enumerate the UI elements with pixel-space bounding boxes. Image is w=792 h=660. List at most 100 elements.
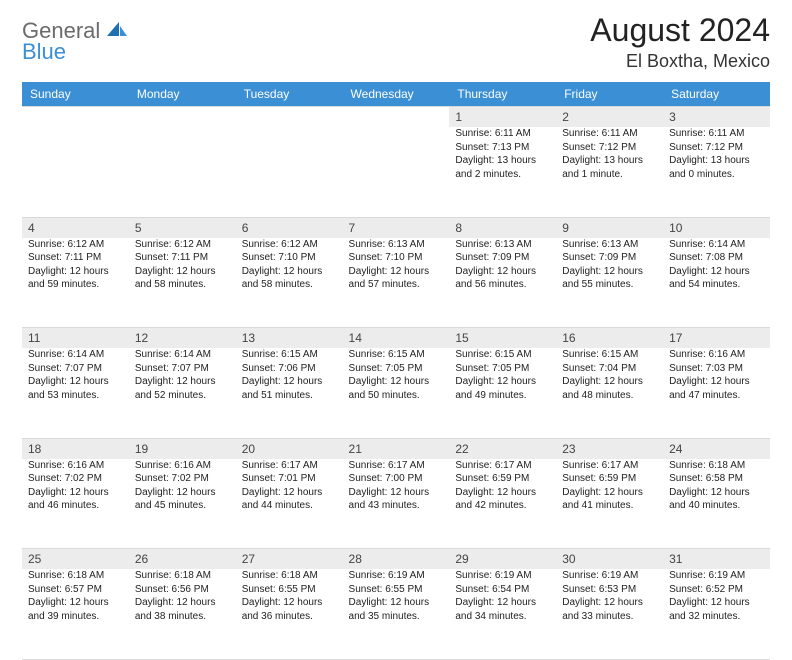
day-number: [343, 107, 450, 128]
day-cell: Sunrise: 6:16 AMSunset: 7:02 PMDaylight:…: [129, 459, 236, 549]
day-number: [236, 107, 343, 128]
sunrise-text: Sunrise: 6:17 AM: [562, 459, 657, 473]
sunrise-text: Sunrise: 6:18 AM: [669, 459, 764, 473]
daylight-text: Daylight: 12 hours and 55 minutes.: [562, 265, 657, 292]
day-cell: Sunrise: 6:11 AMSunset: 7:12 PMDaylight:…: [663, 127, 770, 217]
weekday-header: Friday: [556, 82, 663, 107]
daylight-text: Daylight: 12 hours and 46 minutes.: [28, 486, 123, 513]
sunrise-text: Sunrise: 6:15 AM: [455, 348, 550, 362]
weekday-header: Wednesday: [343, 82, 450, 107]
sunrise-text: Sunrise: 6:19 AM: [562, 569, 657, 583]
content-row: Sunrise: 6:18 AMSunset: 6:57 PMDaylight:…: [22, 569, 770, 659]
day-cell: Sunrise: 6:15 AMSunset: 7:06 PMDaylight:…: [236, 348, 343, 438]
sunrise-text: Sunrise: 6:13 AM: [562, 238, 657, 252]
day-number: 13: [236, 328, 343, 349]
content-row: Sunrise: 6:14 AMSunset: 7:07 PMDaylight:…: [22, 348, 770, 438]
calendar-page: General Blue August 2024 El Boxtha, Mexi…: [0, 0, 792, 612]
day-number: [22, 107, 129, 128]
day-cell: Sunrise: 6:12 AMSunset: 7:11 PMDaylight:…: [22, 238, 129, 328]
sunrise-text: Sunrise: 6:16 AM: [669, 348, 764, 362]
day-cell: Sunrise: 6:19 AMSunset: 6:55 PMDaylight:…: [343, 569, 450, 659]
day-cell: Sunrise: 6:11 AMSunset: 7:12 PMDaylight:…: [556, 127, 663, 217]
day-cell: Sunrise: 6:13 AMSunset: 7:09 PMDaylight:…: [449, 238, 556, 328]
day-number: 24: [663, 438, 770, 459]
day-cell: [129, 127, 236, 217]
day-cell: Sunrise: 6:18 AMSunset: 6:55 PMDaylight:…: [236, 569, 343, 659]
content-row: Sunrise: 6:12 AMSunset: 7:11 PMDaylight:…: [22, 238, 770, 328]
day-number: 20: [236, 438, 343, 459]
day-number: 16: [556, 328, 663, 349]
sunset-text: Sunset: 6:55 PM: [242, 583, 337, 597]
sunrise-text: Sunrise: 6:12 AM: [242, 238, 337, 252]
calendar-thead: SundayMondayTuesdayWednesdayThursdayFrid…: [22, 82, 770, 107]
day-cell: Sunrise: 6:14 AMSunset: 7:07 PMDaylight:…: [22, 348, 129, 438]
day-number: 22: [449, 438, 556, 459]
day-cell: Sunrise: 6:16 AMSunset: 7:02 PMDaylight:…: [22, 459, 129, 549]
day-cell: Sunrise: 6:14 AMSunset: 7:07 PMDaylight:…: [129, 348, 236, 438]
day-number: 1: [449, 107, 556, 128]
day-cell: Sunrise: 6:17 AMSunset: 6:59 PMDaylight:…: [556, 459, 663, 549]
daylight-text: Daylight: 12 hours and 33 minutes.: [562, 596, 657, 623]
daylight-text: Daylight: 12 hours and 38 minutes.: [135, 596, 230, 623]
day-number: 11: [22, 328, 129, 349]
day-number: 8: [449, 217, 556, 238]
sunrise-text: Sunrise: 6:18 AM: [135, 569, 230, 583]
sunset-text: Sunset: 7:03 PM: [669, 362, 764, 376]
sunrise-text: Sunrise: 6:13 AM: [455, 238, 550, 252]
sunset-text: Sunset: 7:10 PM: [242, 251, 337, 265]
daylight-text: Daylight: 12 hours and 58 minutes.: [135, 265, 230, 292]
daylight-text: Daylight: 12 hours and 51 minutes.: [242, 375, 337, 402]
location: El Boxtha, Mexico: [590, 51, 770, 72]
daylight-text: Daylight: 12 hours and 52 minutes.: [135, 375, 230, 402]
sunrise-text: Sunrise: 6:15 AM: [242, 348, 337, 362]
logo: General Blue: [22, 20, 129, 63]
daylight-text: Daylight: 12 hours and 43 minutes.: [349, 486, 444, 513]
content-row: Sunrise: 6:16 AMSunset: 7:02 PMDaylight:…: [22, 459, 770, 549]
day-number: 31: [663, 549, 770, 570]
day-cell: Sunrise: 6:19 AMSunset: 6:53 PMDaylight:…: [556, 569, 663, 659]
day-cell: Sunrise: 6:12 AMSunset: 7:10 PMDaylight:…: [236, 238, 343, 328]
sunset-text: Sunset: 6:59 PM: [562, 472, 657, 486]
daylight-text: Daylight: 12 hours and 54 minutes.: [669, 265, 764, 292]
sunrise-text: Sunrise: 6:19 AM: [669, 569, 764, 583]
day-number: 25: [22, 549, 129, 570]
content-row: Sunrise: 6:11 AMSunset: 7:13 PMDaylight:…: [22, 127, 770, 217]
day-number: 18: [22, 438, 129, 459]
sunset-text: Sunset: 6:57 PM: [28, 583, 123, 597]
day-number: 30: [556, 549, 663, 570]
daylight-text: Daylight: 12 hours and 42 minutes.: [455, 486, 550, 513]
daylight-text: Daylight: 12 hours and 49 minutes.: [455, 375, 550, 402]
sunrise-text: Sunrise: 6:18 AM: [242, 569, 337, 583]
day-cell: Sunrise: 6:19 AMSunset: 6:52 PMDaylight:…: [663, 569, 770, 659]
day-number: 23: [556, 438, 663, 459]
daylight-text: Daylight: 12 hours and 39 minutes.: [28, 596, 123, 623]
day-cell: Sunrise: 6:18 AMSunset: 6:58 PMDaylight:…: [663, 459, 770, 549]
sunrise-text: Sunrise: 6:16 AM: [135, 459, 230, 473]
daynum-row: 25262728293031: [22, 549, 770, 570]
day-cell: Sunrise: 6:17 AMSunset: 6:59 PMDaylight:…: [449, 459, 556, 549]
daynum-row: 18192021222324: [22, 438, 770, 459]
weekday-header: Saturday: [663, 82, 770, 107]
sunrise-text: Sunrise: 6:18 AM: [28, 569, 123, 583]
day-number: 28: [343, 549, 450, 570]
sunrise-text: Sunrise: 6:19 AM: [455, 569, 550, 583]
sunset-text: Sunset: 7:05 PM: [349, 362, 444, 376]
daylight-text: Daylight: 12 hours and 53 minutes.: [28, 375, 123, 402]
calendar-table: SundayMondayTuesdayWednesdayThursdayFrid…: [22, 82, 770, 660]
sunrise-text: Sunrise: 6:15 AM: [562, 348, 657, 362]
daylight-text: Daylight: 13 hours and 0 minutes.: [669, 154, 764, 181]
daylight-text: Daylight: 12 hours and 40 minutes.: [669, 486, 764, 513]
day-cell: Sunrise: 6:11 AMSunset: 7:13 PMDaylight:…: [449, 127, 556, 217]
sunset-text: Sunset: 7:02 PM: [28, 472, 123, 486]
weekday-header: Sunday: [22, 82, 129, 107]
day-number: 17: [663, 328, 770, 349]
day-number: 26: [129, 549, 236, 570]
daylight-text: Daylight: 12 hours and 59 minutes.: [28, 265, 123, 292]
weekday-row: SundayMondayTuesdayWednesdayThursdayFrid…: [22, 82, 770, 107]
sunset-text: Sunset: 7:11 PM: [135, 251, 230, 265]
day-number: 19: [129, 438, 236, 459]
day-number: 7: [343, 217, 450, 238]
sunset-text: Sunset: 7:08 PM: [669, 251, 764, 265]
sunset-text: Sunset: 7:00 PM: [349, 472, 444, 486]
sunrise-text: Sunrise: 6:11 AM: [562, 127, 657, 141]
